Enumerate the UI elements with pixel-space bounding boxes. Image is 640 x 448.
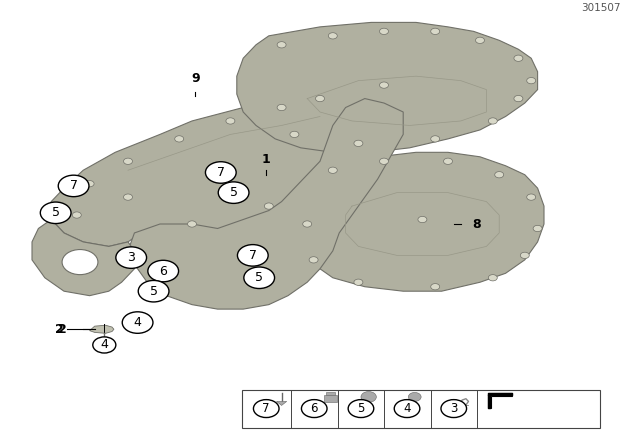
Text: 3: 3	[127, 251, 135, 264]
Circle shape	[394, 400, 420, 418]
Circle shape	[93, 337, 116, 353]
Polygon shape	[90, 325, 114, 333]
Circle shape	[40, 202, 71, 224]
Circle shape	[520, 252, 529, 258]
Circle shape	[441, 400, 467, 418]
Circle shape	[290, 131, 299, 138]
Bar	[242, 390, 600, 428]
Circle shape	[175, 136, 184, 142]
Circle shape	[527, 78, 536, 84]
Circle shape	[348, 400, 374, 418]
Circle shape	[244, 267, 275, 289]
Circle shape	[218, 182, 249, 203]
Text: 5: 5	[52, 206, 60, 220]
Circle shape	[205, 162, 236, 183]
Circle shape	[495, 172, 504, 178]
Text: 8: 8	[472, 217, 481, 231]
Circle shape	[476, 37, 484, 43]
Text: 4: 4	[403, 402, 411, 415]
Circle shape	[264, 203, 273, 209]
Polygon shape	[276, 401, 287, 405]
Circle shape	[138, 280, 169, 302]
Circle shape	[301, 400, 327, 418]
Polygon shape	[237, 22, 538, 152]
Circle shape	[533, 225, 542, 232]
Circle shape	[527, 194, 536, 200]
Circle shape	[124, 194, 132, 200]
Text: 1: 1	[261, 152, 270, 166]
Bar	[324, 395, 337, 402]
Circle shape	[488, 118, 497, 124]
Circle shape	[116, 247, 147, 268]
Text: 7: 7	[249, 249, 257, 262]
Circle shape	[354, 279, 363, 285]
Circle shape	[380, 158, 388, 164]
Text: 7: 7	[70, 179, 77, 193]
Circle shape	[277, 104, 286, 111]
Polygon shape	[51, 85, 365, 246]
Circle shape	[354, 140, 363, 146]
Circle shape	[328, 33, 337, 39]
Circle shape	[514, 95, 523, 102]
Circle shape	[431, 28, 440, 34]
Circle shape	[431, 136, 440, 142]
Circle shape	[277, 42, 286, 48]
Polygon shape	[488, 393, 512, 408]
Text: 5: 5	[357, 402, 365, 415]
Text: 7: 7	[262, 402, 270, 415]
Circle shape	[122, 312, 153, 333]
Text: 301507: 301507	[581, 4, 621, 13]
Circle shape	[85, 181, 94, 187]
Polygon shape	[32, 220, 134, 296]
Circle shape	[514, 55, 523, 61]
Circle shape	[188, 221, 196, 227]
Circle shape	[253, 400, 279, 418]
Text: 5: 5	[230, 186, 237, 199]
Text: 6: 6	[159, 264, 167, 278]
Circle shape	[237, 245, 268, 266]
Text: 4: 4	[100, 338, 108, 352]
Bar	[326, 392, 335, 395]
Circle shape	[328, 167, 337, 173]
Circle shape	[303, 221, 312, 227]
Text: 5: 5	[150, 284, 157, 298]
Text: 9: 9	[191, 72, 200, 85]
Circle shape	[62, 250, 98, 275]
Circle shape	[488, 275, 497, 281]
Circle shape	[408, 392, 421, 401]
Polygon shape	[128, 99, 403, 309]
Circle shape	[124, 158, 132, 164]
Polygon shape	[301, 152, 544, 291]
Circle shape	[309, 257, 318, 263]
Circle shape	[58, 175, 89, 197]
Circle shape	[226, 118, 235, 124]
Circle shape	[361, 392, 376, 402]
Bar	[410, 405, 419, 407]
Circle shape	[148, 260, 179, 282]
Text: 5: 5	[255, 271, 263, 284]
Text: 2: 2	[54, 323, 63, 336]
Text: 4: 4	[134, 316, 141, 329]
Circle shape	[444, 158, 452, 164]
Text: 6: 6	[310, 402, 318, 415]
Circle shape	[380, 82, 388, 88]
Circle shape	[431, 284, 440, 290]
Circle shape	[380, 28, 388, 34]
Text: 7: 7	[217, 166, 225, 179]
Circle shape	[72, 212, 81, 218]
Circle shape	[418, 216, 427, 223]
Text: 3: 3	[450, 402, 458, 415]
Circle shape	[316, 95, 324, 102]
Text: 2: 2	[58, 323, 67, 336]
